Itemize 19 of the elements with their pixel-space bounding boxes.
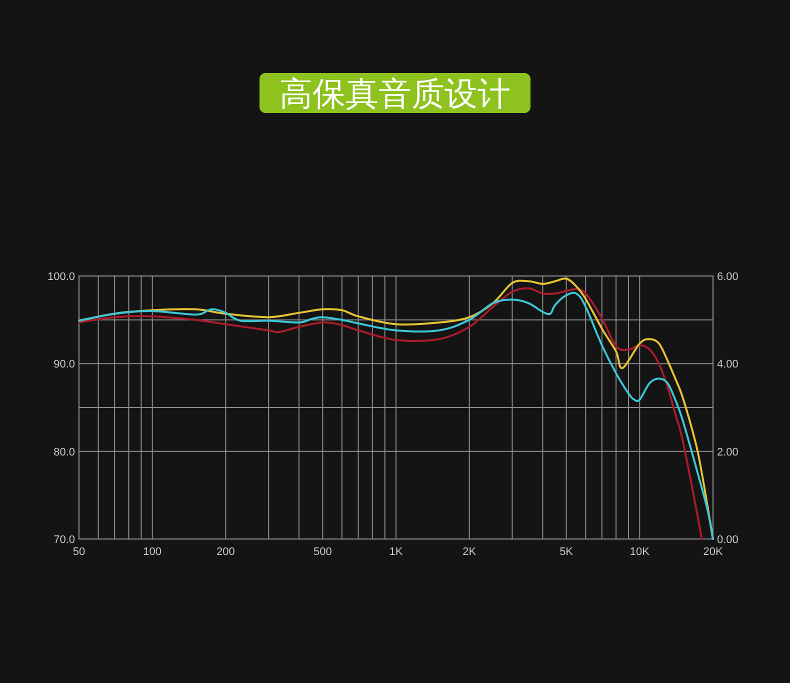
- y-tick-label: 80.0: [54, 446, 75, 458]
- x-tick-label: 5K: [560, 546, 574, 558]
- y-tick-label: 100.0: [47, 271, 75, 283]
- x-tick-label: 200: [216, 546, 235, 558]
- x-tick-label: 100: [143, 546, 162, 558]
- y2-tick-label: 6.00: [717, 271, 738, 283]
- y-tick-label: 70.0: [54, 534, 75, 546]
- x-tick-label: 500: [313, 546, 332, 558]
- y2-tick-label: 2.00: [717, 446, 738, 458]
- x-tick-label: 10K: [630, 546, 650, 558]
- x-tick-label: 20K: [703, 546, 724, 558]
- y2-tick-label: 4.00: [717, 358, 738, 371]
- y2-tick-label: 0.00: [717, 534, 738, 546]
- chart-title: 高保真音质设计: [280, 75, 510, 112]
- x-tick-label: 50: [72, 546, 86, 558]
- x-tick-label: 1K: [389, 546, 404, 558]
- x-tick-label: 2K: [462, 546, 477, 558]
- y-tick-label: 90.0: [54, 358, 75, 371]
- title: 高保真音质设计: [260, 73, 530, 113]
